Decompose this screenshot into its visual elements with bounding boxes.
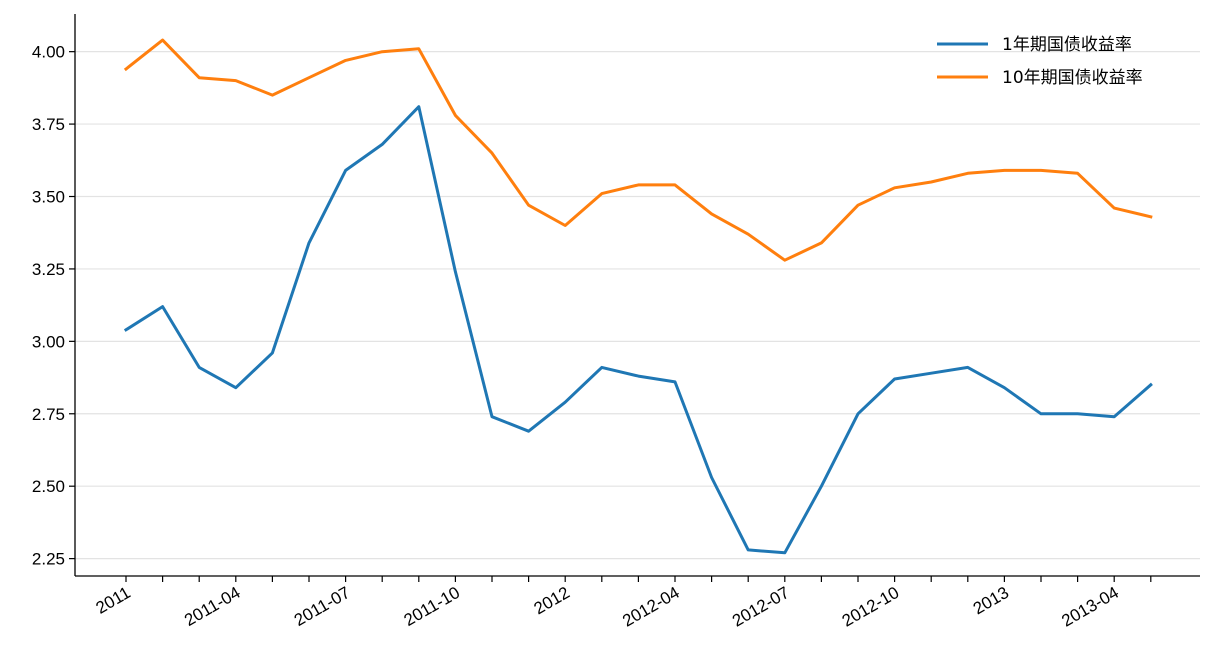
y-tick-label: 2.25 bbox=[32, 550, 65, 569]
x-tick-label: 2011-04 bbox=[181, 583, 243, 630]
y-tick-label: 4.00 bbox=[32, 43, 65, 62]
axes bbox=[74, 14, 1200, 577]
series-line-2 bbox=[123, 38, 1153, 262]
x-tick-label: 2012-10 bbox=[839, 583, 903, 631]
y-tick-label: 3.50 bbox=[32, 188, 65, 207]
x-tick-label: 2011-10 bbox=[401, 583, 463, 630]
x-tick-label: 2011 bbox=[93, 583, 134, 618]
x-ticks: 2011 2011-04 2011-07 2011-10 2012 2012-04 2012… bbox=[93, 576, 1152, 631]
y-tick-label: 2.50 bbox=[32, 477, 65, 496]
x-tick-label: 2012-04 bbox=[619, 583, 683, 631]
x-tick-label: 2013-04 bbox=[1058, 583, 1122, 631]
x-tick-label: 2013 bbox=[970, 583, 1012, 618]
series-layer bbox=[123, 38, 1153, 555]
y-tick-label: 3.25 bbox=[32, 260, 65, 279]
series-line-1 bbox=[123, 105, 1153, 555]
legend-label-1: 1年期国债收益率 bbox=[1002, 35, 1132, 55]
legend-label-2: 10年期国债收益率 bbox=[1002, 68, 1143, 88]
y-tick-label: 2.75 bbox=[32, 405, 65, 424]
y-ticks: 2.25 2.50 2.75 3.00 3.25 3.50 3.75 4.00 bbox=[32, 43, 75, 569]
x-tick-label: 2012-07 bbox=[729, 583, 793, 631]
legend: 1年期国债收益率 10年期国债收益率 bbox=[937, 35, 1143, 88]
x-tick-label: 2012 bbox=[531, 583, 573, 618]
x-tick-label: 2011-07 bbox=[291, 583, 353, 630]
grid-lines bbox=[75, 51, 1200, 560]
y-tick-label: 3.75 bbox=[32, 115, 65, 134]
y-tick-label: 3.00 bbox=[32, 332, 65, 351]
